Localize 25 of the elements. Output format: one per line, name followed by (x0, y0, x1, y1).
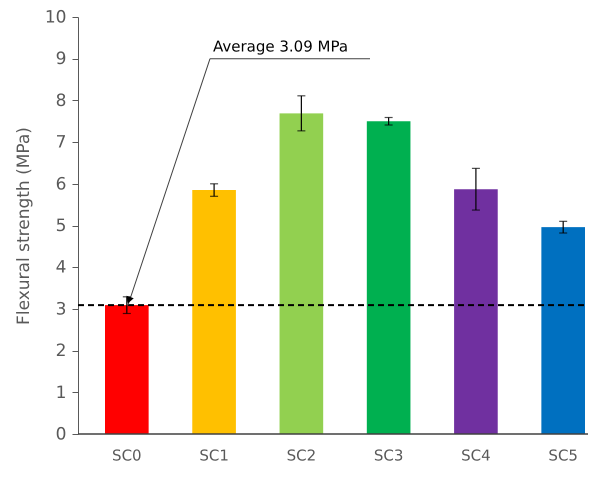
y-tick-label: 9 (56, 49, 66, 70)
x-tick-label: SC5 (548, 446, 578, 464)
y-tick-label: 1 (56, 382, 66, 403)
x-tick-label: SC2 (286, 446, 316, 464)
ref-line-label: Average 3.09 MPa (213, 38, 348, 56)
bar (105, 305, 149, 434)
y-tick-label: 6 (56, 174, 66, 194)
bar (280, 113, 324, 434)
y-tick-label: 10 (44, 8, 66, 28)
bar (454, 189, 498, 434)
y-tick-label: 5 (56, 216, 66, 236)
bar (541, 227, 585, 434)
y-axis-title: Flexural strength (MPa) (14, 127, 34, 325)
y-tick-label: 4 (56, 258, 66, 278)
y-tick-label: 0 (56, 424, 66, 444)
y-tick-label: 2 (56, 341, 66, 362)
x-tick-label: SC0 (112, 446, 142, 464)
y-tick-label: 8 (56, 90, 66, 111)
x-tick-label: SC4 (461, 446, 491, 464)
x-tick-label: SC1 (199, 446, 229, 464)
y-tick-label: 7 (56, 132, 66, 153)
x-tick-label: SC3 (374, 446, 404, 464)
bar (192, 190, 236, 434)
y-tick-label: 3 (56, 299, 66, 320)
bar (366, 121, 410, 434)
